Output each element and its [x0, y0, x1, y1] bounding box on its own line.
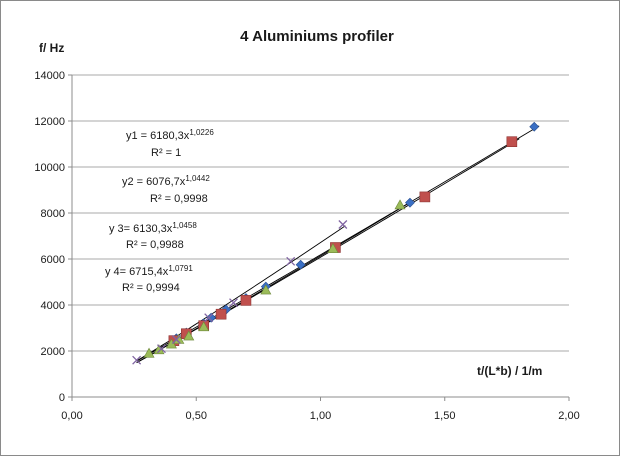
- point-series-3: [143, 347, 155, 358]
- r2-series-2: R² = 0,9998: [150, 193, 208, 205]
- x-tick-label: 1,50: [434, 410, 455, 422]
- y-tick-label: 0: [59, 392, 65, 404]
- point-series-4: [286, 256, 296, 266]
- point-series-2: [240, 295, 252, 306]
- point-series-1: [295, 259, 306, 270]
- point-series-4: [229, 298, 238, 308]
- point-series-3: [394, 199, 406, 210]
- point-series-3: [198, 321, 210, 332]
- equation-2-formula: y2 = 6076,7x: [122, 176, 186, 188]
- point-series-3: [183, 330, 195, 341]
- point-series-2: [215, 308, 227, 320]
- gridlines: [72, 74, 569, 352]
- x-tick-label: 2,00: [558, 410, 579, 422]
- chart-title: 4 Aluminiums profiler: [240, 28, 394, 45]
- equation-2-exponent: 1,0442: [185, 174, 210, 183]
- x-tick-label: 0,50: [186, 410, 207, 422]
- point-series-1: [206, 312, 217, 323]
- y-tick-label: 4000: [41, 300, 65, 312]
- equation-4-exponent: 1,0791: [168, 264, 193, 273]
- y-tick-label: 6000: [41, 254, 65, 266]
- equation-3-exponent: 1,0458: [172, 221, 197, 230]
- x-tick-label: 1,00: [310, 410, 331, 422]
- y-axis-title: f/ Hz: [39, 41, 64, 55]
- tick-labels: 0 2000 4000 6000 8000 10000 12000 14000 0,00 0,50…: [34, 70, 579, 422]
- y-tick-label: 12000: [34, 116, 65, 128]
- point-series-4: [338, 220, 348, 229]
- point-series-1: [405, 197, 415, 208]
- x-tick-label: 0,00: [61, 410, 82, 422]
- equation-4-formula: y 4= 6715,4x: [105, 266, 169, 278]
- equation-3-formula: y 3= 6130,3x: [109, 223, 173, 235]
- equation-series-4: y 4= 6715,4x1,0791: [105, 264, 193, 278]
- equation-series-2: y2 = 6076,7x1,0442: [122, 174, 210, 188]
- y-tick-label: 2000: [41, 346, 65, 358]
- point-series-1: [529, 121, 540, 132]
- point-series-4: [204, 313, 214, 323]
- point-series-2: [419, 191, 431, 203]
- y-tick-label: 10000: [34, 162, 65, 174]
- equation-series-1: y1 = 6180,3x1,0226: [126, 128, 214, 142]
- r2-series-3: R² = 0,9988: [126, 239, 184, 251]
- point-series-3: [260, 284, 272, 295]
- point-series-4: [132, 355, 142, 365]
- axes: [68, 74, 570, 401]
- x-axis-title: t/(L*b) / 1/m: [477, 364, 542, 378]
- point-series-4: [171, 335, 181, 344]
- y-tick-label: 8000: [41, 208, 65, 220]
- r2-series-1: R² = 1: [151, 147, 181, 159]
- point-series-3: [327, 243, 339, 253]
- data-points: [132, 121, 540, 365]
- equation-1-exponent: 1,0226: [189, 128, 214, 137]
- r2-series-4: R² = 0,9994: [122, 282, 180, 294]
- point-series-2: [506, 136, 518, 147]
- equation-1-formula: y1 = 6180,3x: [126, 130, 190, 142]
- equation-series-3: y 3= 6130,3x1,0458: [109, 221, 197, 235]
- y-tick-label: 14000: [34, 70, 65, 82]
- point-series-4: [157, 344, 166, 354]
